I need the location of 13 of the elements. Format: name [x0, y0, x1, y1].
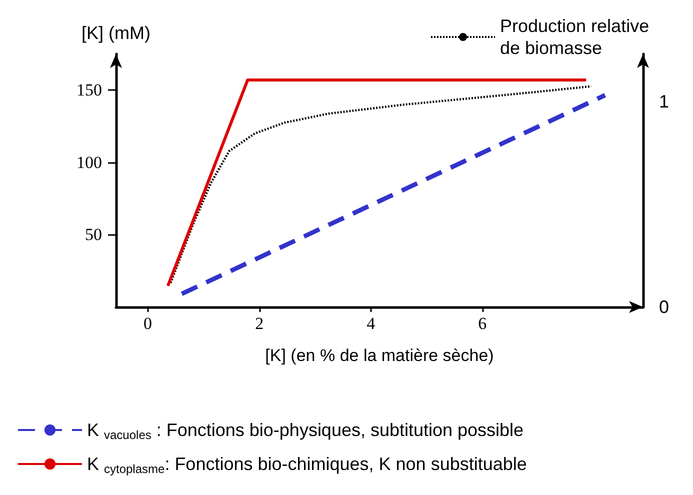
- y-tick-label: 50: [85, 225, 102, 244]
- x-tick-label: 0: [144, 314, 152, 333]
- y2-tick-label: 1: [659, 91, 670, 112]
- y-tick-label: 100: [76, 152, 102, 172]
- legend-label: Production relative de biomasse: [500, 16, 654, 58]
- x-tick-label: 6: [478, 314, 487, 333]
- x-axis-title: [K] (en % de la matière sèche): [265, 346, 494, 365]
- x-tick-label: 4: [366, 314, 376, 333]
- y-axis-title: [K] (mM): [82, 23, 150, 43]
- y2-tick-label: 0: [659, 297, 670, 317]
- y-tick-label: 150: [76, 80, 102, 100]
- x-tick-label: 2: [255, 314, 264, 333]
- legend-label: K vacuoles : Fonctions bio-physiques, subtitution possible: [87, 420, 524, 442]
